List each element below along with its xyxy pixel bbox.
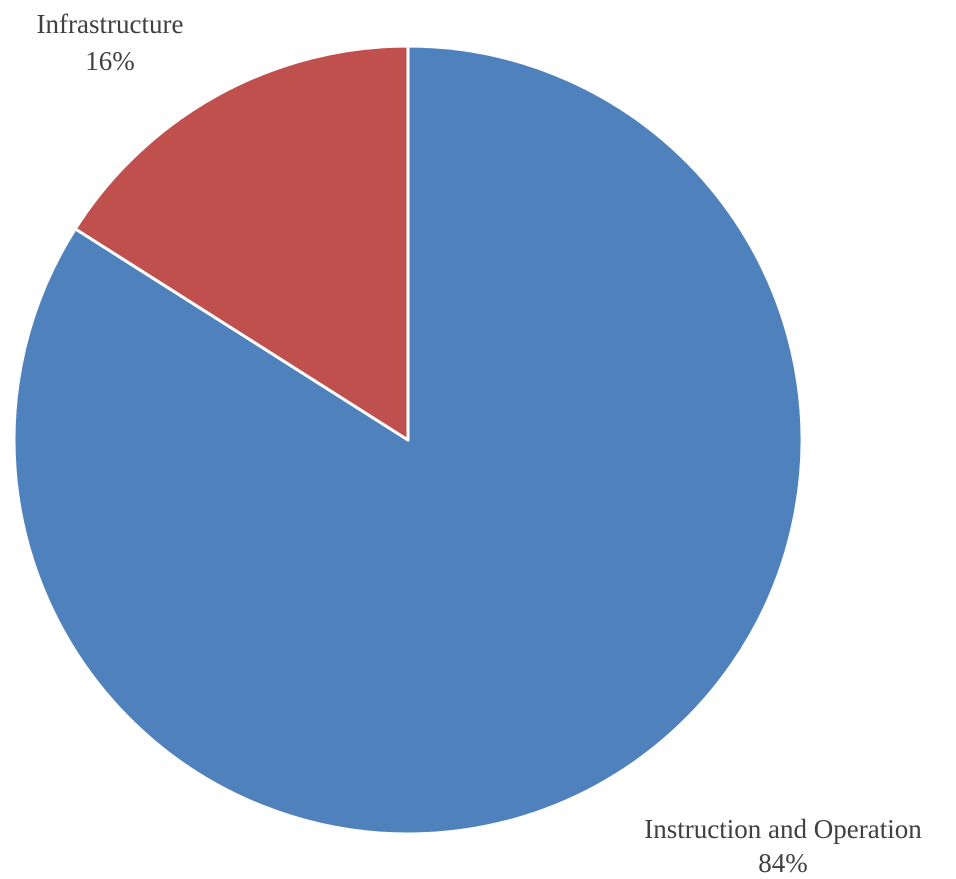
slice-value-infrastructure: 16% <box>85 46 135 76</box>
slice-value-instruction-and-operation: 84% <box>758 848 808 878</box>
pie-labels: Infrastructure 16% Instruction and Opera… <box>37 9 923 878</box>
pie-slice-infrastructure <box>73 44 410 442</box>
slice-label-infrastructure: Infrastructure <box>37 9 184 39</box>
pie-slices <box>12 44 804 836</box>
slice-label-instruction-and-operation: Instruction and Operation <box>644 814 922 844</box>
